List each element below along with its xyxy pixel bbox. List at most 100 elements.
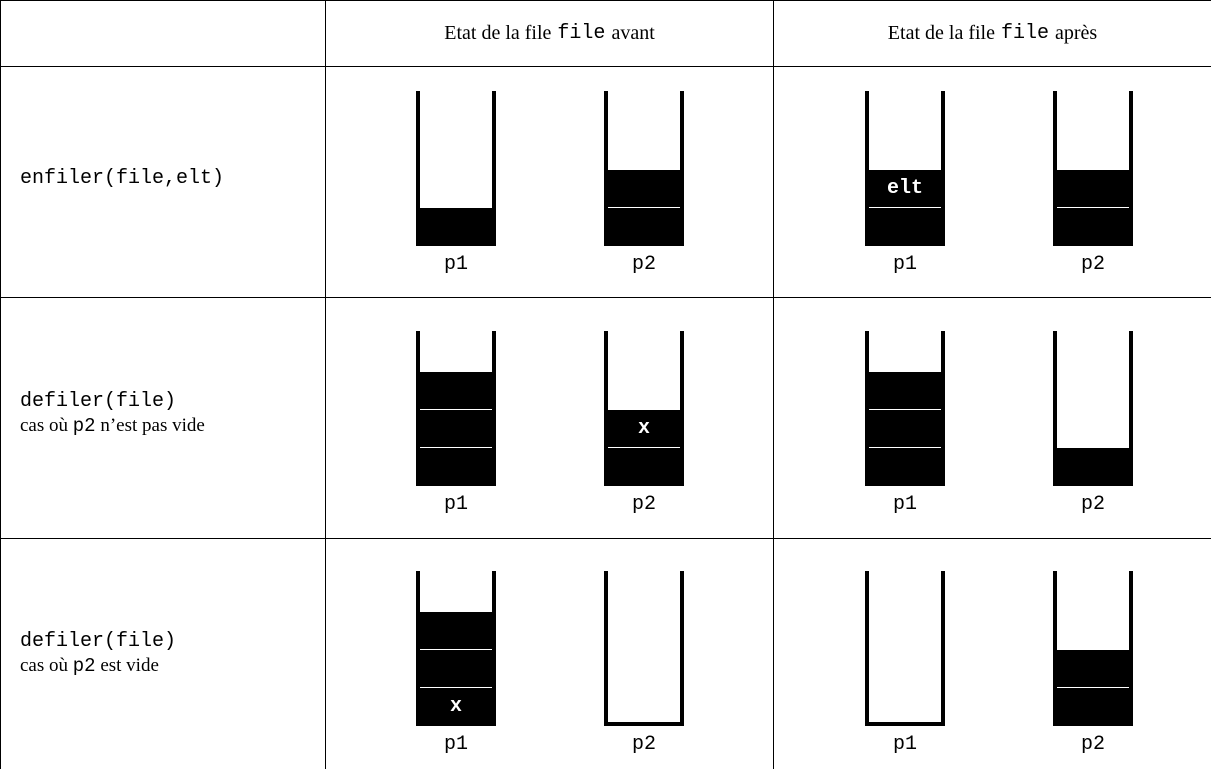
table-col-divider-2 (773, 0, 774, 769)
stack-wall-right (941, 91, 945, 246)
stack-wall-bottom (1053, 722, 1133, 726)
table-row-divider-header (0, 66, 1211, 67)
stack-name-p2: p2 (631, 733, 656, 756)
header-after-suffix: après (1054, 21, 1098, 44)
row-2-call: defiler(file) (20, 390, 177, 413)
stack-fill (416, 208, 496, 246)
stack-p1: x (416, 571, 496, 726)
row-3-note: cas où p2 est vide (20, 654, 320, 678)
stack-wall-left (416, 571, 420, 726)
header-before-suffix: avant (611, 21, 655, 44)
stack-wall-left (1053, 331, 1057, 486)
header-after-code: file (1000, 21, 1049, 45)
stack-wall-bottom (604, 722, 684, 726)
stack-fill (604, 410, 684, 486)
table-col-divider-1 (325, 0, 326, 769)
stack-p2 (1053, 331, 1133, 486)
stack-p1 (416, 331, 496, 486)
stack-name-p1: p1 (892, 733, 917, 756)
stack-separator (417, 447, 495, 448)
table-border-left (0, 0, 1, 769)
stack-p1 (416, 91, 496, 246)
header-after-prefix: Etat de la file (887, 21, 995, 44)
stack-wall-bottom (604, 242, 684, 246)
table-row-divider-1 (0, 297, 1211, 298)
stack-separator (605, 447, 683, 448)
header-before: Etat de la file file avant (326, 0, 773, 66)
stack-wall-left (416, 331, 420, 486)
row-3-call: defiler(file) (20, 630, 177, 653)
stack-name-p2: p2 (631, 493, 656, 516)
stack-wall-left (1053, 571, 1057, 726)
stack-wall-right (1129, 571, 1133, 726)
stack-wall-bottom (604, 482, 684, 486)
stack-name-p2: p2 (1080, 493, 1105, 516)
stack-separator (1054, 207, 1132, 208)
stack-element-label: x (637, 417, 650, 440)
stack-wall-right (941, 331, 945, 486)
stack-wall-bottom (865, 242, 945, 246)
stack-p1 (865, 331, 945, 486)
stack-name-p1: p1 (443, 493, 468, 516)
stack-wall-right (492, 571, 496, 726)
stack-wall-right (680, 571, 684, 726)
stack-wall-left (865, 571, 869, 726)
stack-name-p2: p2 (631, 253, 656, 276)
row-3-note-suffix: est vide (100, 655, 159, 676)
row-3-note-prefix: cas où (20, 655, 69, 676)
stack-separator (605, 207, 683, 208)
stack-element-label: x (449, 695, 462, 718)
stack-fill (1053, 170, 1133, 246)
row-2-label: defiler(file) cas où p2 n’est pas vide (20, 390, 320, 438)
stack-p2 (604, 91, 684, 246)
stack-fill (416, 372, 496, 486)
stack-wall-right (680, 331, 684, 486)
stack-wall-left (604, 331, 608, 486)
row-2-note-prefix: cas où (20, 415, 69, 436)
stack-fill (865, 372, 945, 486)
stack-fill (1053, 650, 1133, 726)
row-1-call: enfiler(file,elt) (20, 167, 225, 190)
stack-name-p2: p2 (1080, 733, 1105, 756)
row-2-note-suffix: n’est pas vide (100, 415, 205, 436)
stack-name-p1: p1 (892, 493, 917, 516)
stack-wall-bottom (416, 722, 496, 726)
stack-fill (604, 170, 684, 246)
stack-wall-bottom (416, 482, 496, 486)
stack-wall-left (865, 331, 869, 486)
stack-wall-bottom (865, 482, 945, 486)
header-before-prefix: Etat de la file (444, 21, 552, 44)
header-after: Etat de la file file après (774, 0, 1211, 66)
stack-name-p1: p1 (443, 733, 468, 756)
table-border-top (0, 0, 1211, 1)
stack-wall-right (1129, 91, 1133, 246)
stack-wall-left (604, 571, 608, 726)
table-row-divider-2 (0, 538, 1211, 539)
stack-name-p1: p1 (443, 253, 468, 276)
stack-separator (866, 207, 944, 208)
stack-wall-right (680, 91, 684, 246)
stack-separator (866, 409, 944, 410)
stack-wall-bottom (416, 242, 496, 246)
stack-wall-right (492, 331, 496, 486)
stack-fill (865, 170, 945, 246)
stack-wall-left (1053, 91, 1057, 246)
stack-wall-right (941, 571, 945, 726)
stack-wall-bottom (1053, 482, 1133, 486)
header-before-code: file (557, 21, 606, 45)
stack-wall-right (1129, 331, 1133, 486)
row-3-note-code: p2 (72, 655, 96, 677)
stack-wall-left (604, 91, 608, 246)
stack-p2 (1053, 91, 1133, 246)
stack-p2 (604, 571, 684, 726)
row-1-label: enfiler(file,elt) (20, 167, 320, 191)
stack-wall-left (865, 91, 869, 246)
stack-p2: x (604, 331, 684, 486)
stack-name-p1: p1 (892, 253, 917, 276)
row-2-note-code: p2 (72, 415, 96, 437)
stack-fill (416, 612, 496, 726)
stack-wall-bottom (865, 722, 945, 726)
stack-wall-left (416, 91, 420, 246)
stack-p1 (865, 571, 945, 726)
stack-separator (417, 687, 495, 688)
